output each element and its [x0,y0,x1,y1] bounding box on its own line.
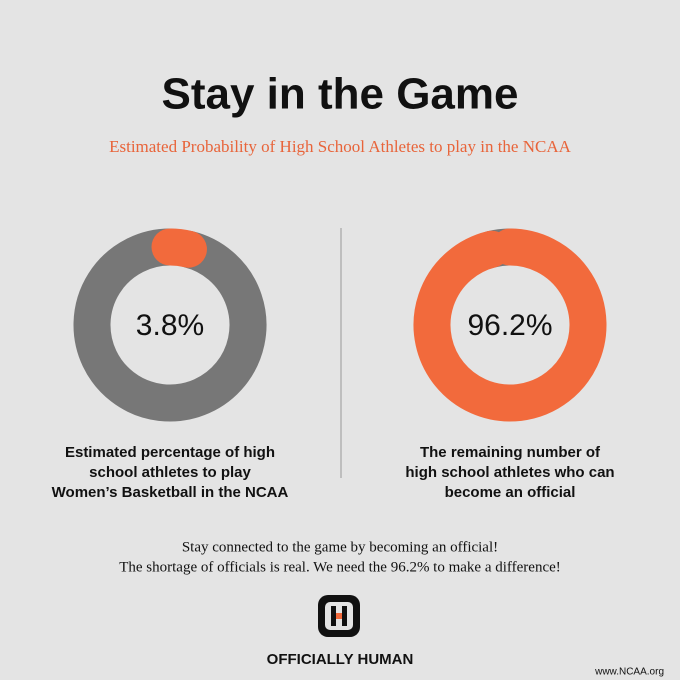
title: Stay in the Game [161,70,518,119]
donut-segment [151,228,207,268]
caption: Estimated percentage of high [65,444,275,461]
caption: Women’s Basketball in the NCAA [52,484,289,501]
footer-line: The shortage of officials is real. We ne… [119,559,561,575]
brand: OFFICIALLY HUMAN [267,651,414,668]
caption: high school athletes who can [405,464,614,481]
logo [318,595,360,637]
caption: become an official [445,484,576,501]
footer-line: Stay connected to the game by becoming a… [182,539,498,555]
center-label: 96.2% [467,309,552,342]
source: www.NCAA.org [594,667,664,678]
donut-segment [73,228,267,422]
caption: The remaining number of [420,444,601,461]
center-label: 3.8% [136,309,204,342]
subtitle: Estimated Probability of High School Ath… [109,137,572,156]
donut-segment [413,228,607,422]
caption: school athletes to play [89,464,251,481]
